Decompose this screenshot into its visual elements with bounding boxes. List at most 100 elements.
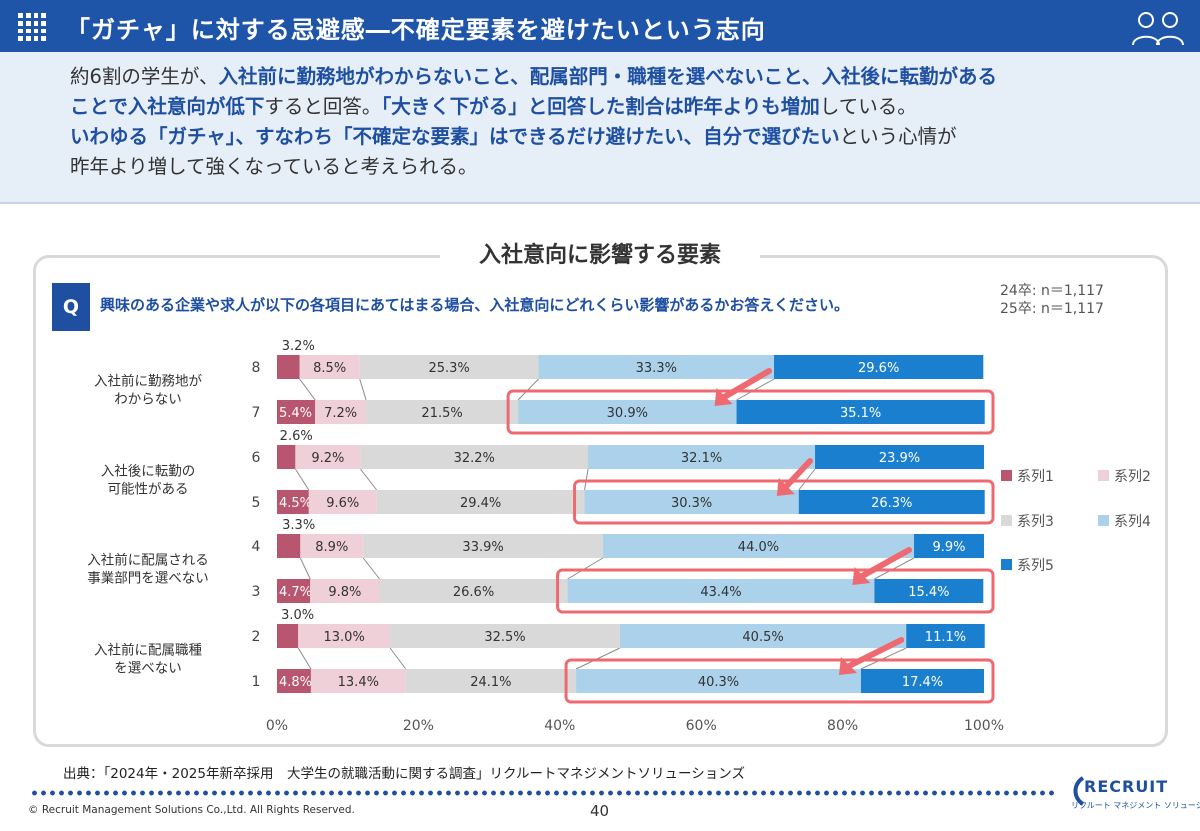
series-connector-line: [299, 378, 316, 401]
data-label: 35.1%: [840, 406, 881, 421]
bar-segment: [315, 400, 367, 424]
bar-segment: [300, 534, 364, 558]
x-tick-label: 100%: [964, 718, 1004, 734]
data-label: 25.3%: [428, 361, 469, 376]
data-label: 32.1%: [681, 451, 722, 466]
category-group-label: 可能性がある: [108, 482, 189, 498]
bar-segment: [588, 445, 816, 469]
data-label: 3.3%: [282, 518, 315, 533]
logo-mark: [1073, 776, 1085, 806]
bar-segment: [277, 445, 296, 469]
summary-emphasis: 「大きく下がる」と回答した割合は昨年よりも増加: [381, 95, 820, 118]
bar-segment: [277, 669, 311, 693]
row-number-label: 8: [252, 360, 261, 376]
sample-size: 24卒: n＝1,117 25卒: n＝1,117: [1000, 282, 1104, 318]
row-number-label: 1: [252, 674, 261, 690]
data-label: 13.0%: [324, 630, 365, 645]
summary-line: いわゆる「ガチャ」、すなわち「不確定な要素」はできるだけ避けたい、自分で選びたい…: [70, 122, 1200, 152]
bar-segment: [860, 669, 984, 693]
summary-text: 約6割の学生が、入社前に勤務地がわからないこと、配属部門・職種を選べないこと、入…: [0, 52, 1200, 202]
question-text: 興味のある企業や求人が以下の各項目にあてはまる場合、入社意向にどれくらい影響があ…: [100, 296, 849, 314]
summary-segment: すると回答。: [264, 95, 382, 118]
legend-swatch: [1001, 470, 1012, 481]
summary-line: ことで入社意向が低下すると回答。「大きく下がる」と回答した割合は昨年よりも増加し…: [70, 92, 1200, 122]
arrow-shaft: [719, 368, 773, 401]
data-label: 2.6%: [280, 429, 313, 444]
legend-swatch: [1001, 515, 1012, 526]
category-group-label: 入社前に配属職種: [94, 642, 202, 659]
x-tick-label: 40%: [544, 718, 575, 734]
data-label: 24.1%: [470, 675, 511, 690]
bar-segment: [602, 534, 915, 558]
bar-segment: [619, 624, 907, 648]
bar-segment: [906, 624, 985, 648]
category-group-label: 入社前に勤務地が: [94, 373, 202, 390]
bar-segment: [277, 490, 309, 514]
bar-segment: [360, 445, 589, 469]
people-icon: [1132, 12, 1184, 46]
bar-segment: [815, 445, 984, 469]
dotted-divider: [30, 789, 1054, 797]
data-label: 4.8%: [279, 675, 312, 690]
data-label: 26.3%: [871, 496, 912, 511]
sample-size-24: 24卒: n＝1,117: [1000, 283, 1104, 299]
legend-swatch: [1001, 559, 1012, 570]
x-tick-label: 80%: [827, 718, 858, 734]
divider: [0, 202, 1200, 204]
highlight-box: [556, 568, 995, 614]
sample-size-25: 25卒: n＝1,117: [1000, 301, 1104, 317]
arrow-shaft: [843, 637, 905, 670]
bar-segment: [736, 400, 985, 424]
bar-segment: [310, 579, 380, 603]
category-group-label: 入社前に配属される: [87, 552, 209, 569]
bar-segment: [363, 534, 603, 558]
company-logo: RECRUIT リクルート マネジメント ソリューションズ: [1063, 769, 1200, 817]
data-label: 5.4%: [279, 406, 312, 421]
data-label: 9.6%: [326, 496, 359, 511]
summary-emphasis: 入社前に勤務地がわからないこと、配属部門・職種を選べないこと、入社後に転勤がある: [218, 65, 997, 88]
data-label: 26.6%: [453, 585, 494, 600]
series-connector-line: [297, 647, 312, 670]
legend-swatch: [1098, 470, 1109, 481]
category-group-label: 入社後に転勤の: [101, 464, 196, 480]
bar-segment: [798, 490, 985, 514]
row-number-label: 7: [252, 405, 261, 421]
legend-swatch: [1098, 515, 1109, 526]
arrow-head: [714, 388, 733, 406]
bar-segment: [277, 579, 311, 603]
highlight-box: [573, 479, 995, 525]
grid-icon: [18, 13, 46, 41]
bar-segment: [308, 490, 377, 514]
bar-segment: [518, 400, 737, 424]
data-label: 17.4%: [902, 675, 943, 690]
summary-emphasis: ことで入社意向が低下: [70, 95, 265, 118]
bar-segment: [584, 490, 799, 514]
bar-segment: [277, 400, 316, 424]
bar-segment: [874, 579, 984, 603]
bar-segment: [310, 669, 406, 693]
question-badge: Q: [52, 283, 90, 331]
bar-segment: [379, 579, 568, 603]
row-number-label: 2: [252, 629, 261, 645]
copyright: © Recruit Management Solutions Co.,Ltd. …: [28, 804, 355, 816]
data-label: 33.9%: [462, 540, 503, 555]
row-number-label: 3: [252, 584, 261, 600]
bar-segment: [405, 669, 577, 693]
bar-segment: [538, 355, 775, 379]
arrow-shaft: [857, 547, 913, 580]
summary-line: 約6割の学生が、入社前に勤務地がわからないこと、配属部門・職種を選べないこと、入…: [70, 62, 1200, 92]
data-label: 40.3%: [698, 675, 739, 690]
data-label: 44.0%: [738, 540, 779, 555]
arrow-head: [838, 657, 857, 675]
arrow-head: [852, 567, 871, 585]
category-group-label: 事業部門を選べない: [87, 571, 209, 587]
highlight-box: [564, 658, 995, 704]
summary-segment: している。: [819, 95, 917, 118]
data-label: 43.4%: [700, 585, 741, 600]
series-connector-line: [294, 468, 310, 491]
row-number-label: 6: [252, 450, 261, 466]
x-tick-label: 0%: [266, 718, 288, 734]
page-number: 40: [590, 802, 610, 820]
legend-label: 系列5: [1017, 558, 1054, 574]
